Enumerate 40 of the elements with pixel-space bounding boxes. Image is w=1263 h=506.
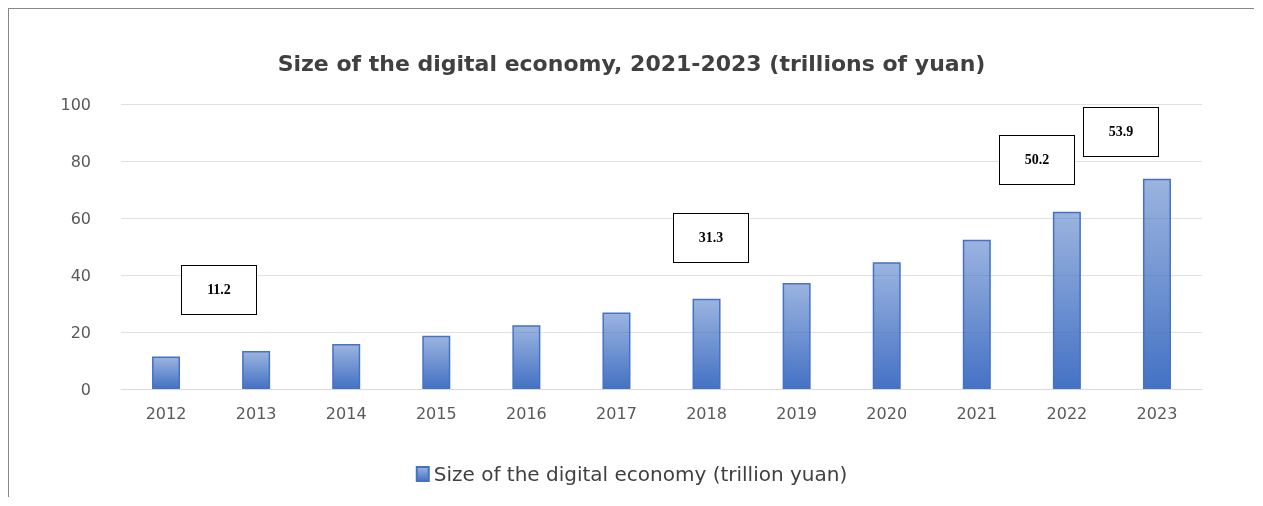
bar [422, 335, 451, 389]
x-tick-label: 2023 [1136, 403, 1178, 423]
x-tick-label: 2020 [866, 403, 908, 423]
bar [782, 282, 811, 389]
bar [512, 325, 541, 389]
x-tick-label: 2021 [956, 403, 998, 423]
bar [1052, 211, 1081, 389]
x-tick-label: 2018 [686, 403, 727, 423]
y-tick-label: 60 [70, 208, 91, 228]
annotation: 11.2 [207, 282, 231, 298]
text-box: 50.2 [999, 135, 1075, 185]
annotation: 31.3 [698, 230, 724, 246]
annotation: 50.2 [1024, 152, 1050, 168]
legend-label: Size of the digital economy (trillion yuan) [433, 462, 848, 486]
bar [1142, 178, 1171, 389]
bar [152, 356, 181, 389]
bar [692, 298, 721, 389]
y-tick-label: 0 [80, 379, 91, 399]
text-box: 31.3 [673, 213, 749, 263]
x-tick-label: 2013 [235, 403, 277, 423]
y-tick-label: 20 [70, 322, 91, 342]
annotation: 53.9 [1108, 124, 1134, 140]
bar [332, 343, 361, 389]
x-tick-label: 2014 [325, 403, 367, 423]
bar [962, 239, 991, 389]
bar [242, 351, 271, 389]
y-tick-label: 80 [70, 151, 91, 171]
x-tick-label: 2012 [145, 403, 187, 423]
text-box: 11.2 [181, 265, 257, 315]
chart-title: Size of the digital economy, 2021-2023 (trillions of yuan) [277, 50, 986, 76]
x-tick-label: 2016 [506, 403, 547, 423]
y-tick-label: 100 [60, 94, 91, 114]
bar [872, 262, 901, 389]
x-tick-label: 2015 [415, 403, 457, 423]
x-tick-label: 2022 [1046, 403, 1088, 423]
bar [602, 312, 631, 389]
x-tick-label: 2017 [596, 403, 637, 423]
x-tick-label: 2019 [776, 403, 817, 423]
text-box: 53.9 [1083, 107, 1159, 157]
y-tick-label: 40 [70, 265, 91, 285]
